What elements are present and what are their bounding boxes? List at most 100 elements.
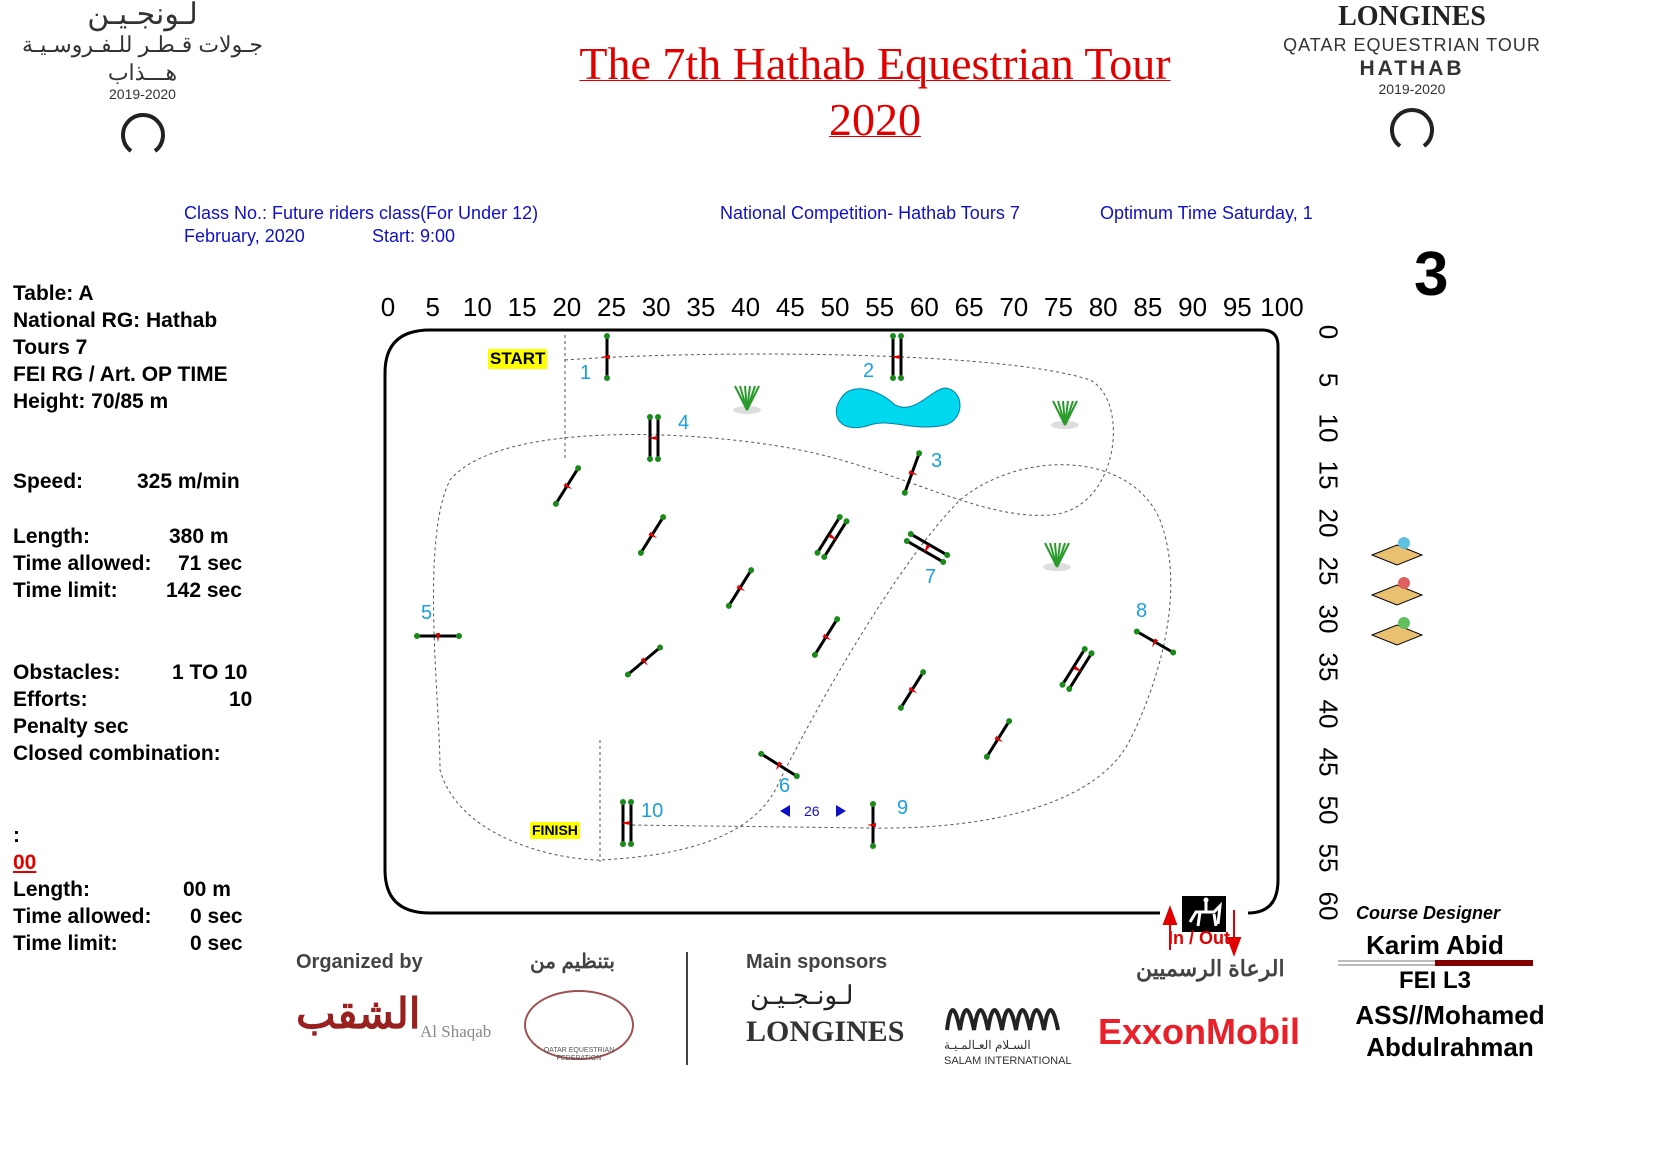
- axis-top-tick: 25: [597, 292, 626, 322]
- arena-border: [383, 328, 1280, 915]
- judges-icons: [1370, 537, 1424, 646]
- distance-label: 26: [804, 803, 820, 819]
- longines-ar: لـونـجـيـن: [750, 980, 854, 1010]
- time-limit-value: 142 sec: [166, 579, 242, 602]
- fence-obstacle: [897, 669, 927, 711]
- fence-obstacle: [903, 531, 951, 565]
- salam-ar: السـلام العـالمـيـة: [944, 1038, 1031, 1052]
- national-rg: National RG: Hathab: [13, 309, 218, 332]
- fence-obstacle: [983, 718, 1013, 760]
- sponsors-ar: الرعاة الرسميين: [1136, 956, 1285, 981]
- axis-top-tick: 40: [731, 292, 761, 322]
- axis-top-tick: 85: [1133, 292, 1163, 322]
- axis-top-tick: 45: [775, 292, 805, 322]
- axis-top-tick: 5: [425, 292, 440, 322]
- fence-obstacle: [725, 567, 755, 609]
- class-date: February, 2020: [184, 226, 305, 246]
- logo-years: 2019-2020: [1378, 81, 1446, 97]
- plant-decoration: [1051, 400, 1079, 429]
- longines-logo: LONGINES: [746, 1015, 905, 1048]
- fence-obstacle: [867, 801, 876, 849]
- logo-tour: QATAR EQUESTRIAN TOUR: [1283, 35, 1541, 55]
- obstacles-label: Obstacles:: [13, 661, 121, 684]
- alshaqab-text: Al Shaqab: [420, 1022, 492, 1041]
- obstacle-number: 5: [421, 602, 433, 624]
- designer-level: FEI L3: [1398, 967, 1471, 994]
- organized-by: Organized by: [296, 951, 423, 973]
- fence-obstacle: [890, 333, 904, 381]
- axis-top-tick: 30: [641, 292, 671, 322]
- obstacle-number: 9: [897, 797, 909, 819]
- class-info: Class No.: Future riders class(For Under…: [184, 203, 539, 223]
- penalty: Penalty sec: [13, 715, 129, 738]
- obstacle-number: 8: [1136, 600, 1148, 622]
- jo-time-allowed-value: 0 sec: [190, 905, 243, 928]
- designer-label: Course Designer: [1356, 903, 1501, 923]
- assistant-line1: ASS//Mohamed: [1355, 1000, 1545, 1030]
- obstacle-number: 10: [641, 800, 664, 822]
- fence-obstacle: [758, 750, 800, 780]
- obstacle-number: 7: [925, 566, 937, 588]
- efforts-label: Efforts:: [13, 688, 88, 711]
- assistant-line2: Abdulrahman: [1366, 1032, 1534, 1062]
- tours: Tours 7: [13, 336, 88, 359]
- fence-obstacle: [624, 644, 664, 678]
- fence-obstacle: [901, 450, 923, 496]
- table-label: Table: A: [13, 282, 94, 305]
- fence-obstacle: [552, 465, 582, 507]
- jo-time-limit-value: 0 sec: [190, 932, 243, 955]
- main-sponsors: Main sponsors: [746, 951, 888, 973]
- title-line1: The 7th Hathab Equestrian Tour: [579, 38, 1171, 89]
- fence-obstacle: [1059, 646, 1095, 692]
- logo-arabic: هـــذاب: [107, 60, 178, 85]
- salam-emblem-icon: [945, 1008, 1060, 1031]
- axis-top-tick: 50: [820, 292, 850, 322]
- length-label: Length:: [13, 525, 90, 548]
- water-jump: [835, 387, 961, 429]
- jumpoff-label: 00: [13, 851, 37, 874]
- title-line2: 2020: [829, 94, 921, 145]
- axis-top-tick: 55: [865, 292, 895, 322]
- qef-logo: QATAR EQUESTRIAN FEDERATION: [524, 990, 634, 1062]
- axis-top-tick: 20: [552, 292, 582, 322]
- length-value: 380 m: [169, 525, 229, 548]
- optimum-time: Optimum Time Saturday, 1: [1100, 203, 1313, 223]
- axis-top-tick: 35: [686, 292, 716, 322]
- distance-arrows: [780, 805, 846, 817]
- obstacle-number: 4: [678, 412, 690, 434]
- fence-obstacle: [814, 514, 850, 560]
- exxonmobil-logo: ExxonMobil: [1098, 1011, 1301, 1052]
- course-track: [432, 335, 1172, 862]
- horseshoe-icon: [120, 113, 165, 153]
- obstacle-number: 3: [931, 450, 943, 472]
- speed-label: Speed:: [13, 470, 84, 493]
- plant-decoration: [1043, 542, 1071, 571]
- fence-obstacle: [620, 799, 634, 847]
- axis-top-tick: 75: [1044, 292, 1073, 322]
- obstacle-number: 1: [580, 362, 592, 384]
- logo-name: HATHAB: [1359, 57, 1465, 80]
- axis-top-tick: 95: [1222, 292, 1252, 322]
- fence-obstacle: [811, 616, 841, 658]
- logo-years: 2019-2020: [109, 86, 176, 102]
- start-time: Start: 9:00: [372, 226, 456, 246]
- efforts-value: 10: [229, 688, 253, 711]
- logo-left: لـونجـيـن جـولات قـطـر للـفـروسـيـة هـــ…: [10, 0, 275, 168]
- axis-top-tick: 15: [507, 292, 537, 322]
- fence-obstacle: [414, 633, 462, 642]
- competition: National Competition- Hathab Tours 7: [720, 203, 1020, 223]
- obstacle-number: 6: [779, 775, 791, 797]
- axis-top-tick: 10: [462, 292, 492, 322]
- axis-top-tick: 90: [1178, 292, 1208, 322]
- jo-length-label: Length:: [13, 878, 90, 901]
- obstacles-value: 1 TO 10: [172, 661, 248, 684]
- designer-name: Karim Abid: [1366, 930, 1504, 960]
- round-number: 3: [1414, 240, 1449, 309]
- logo-arabic: لـونجـيـن: [87, 0, 198, 31]
- axis-top-tick: 80: [1088, 292, 1118, 322]
- fence-obstacle: [601, 333, 610, 381]
- jo-time-limit-label: Time limit:: [13, 932, 118, 955]
- fence-obstacle: [1133, 628, 1177, 656]
- stats-panel: Table: A National RG: Hathab Tours 7 FEI…: [13, 280, 273, 415]
